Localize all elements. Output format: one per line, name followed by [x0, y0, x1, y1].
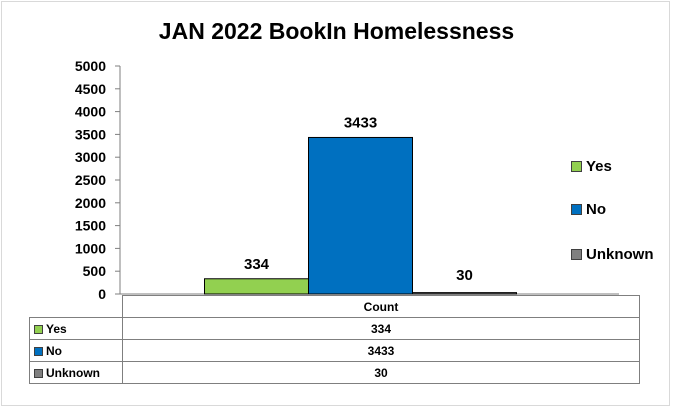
data-table-key-unknown: Unknown	[29, 361, 123, 384]
data-table-label-no: No	[46, 343, 62, 358]
y-tick-label: 1000	[75, 240, 106, 256]
data-label-no: 3433	[344, 114, 377, 131]
data-table-value-unknown: 30	[122, 361, 640, 384]
data-table-row-yes: Yes 334	[29, 317, 640, 340]
data-table-value-yes: 334	[122, 317, 640, 340]
y-tick-label: 3000	[75, 149, 106, 165]
y-tick-label: 500	[83, 263, 107, 279]
data-table-row-unknown: Unknown 30	[29, 361, 640, 384]
data-table-label-yes: Yes	[46, 321, 67, 336]
data-table-row-no: No 3433	[29, 339, 640, 362]
data-label-unknown: 30	[456, 267, 473, 284]
data-table-key-yes: Yes	[29, 317, 123, 340]
y-tick-label: 0	[98, 286, 106, 302]
data-label-yes: 334	[244, 256, 270, 273]
y-tick-label: 2000	[75, 195, 106, 211]
data-table-value-no: 3433	[122, 339, 640, 362]
bar-yes	[204, 278, 309, 295]
data-table: Count Yes 334 No 3433 Unknown 30	[29, 295, 640, 384]
data-table-label-unknown: Unknown	[46, 365, 100, 380]
y-tick-label: 4000	[75, 104, 106, 120]
legend-label-unknown: Unknown	[586, 246, 654, 263]
y-tick-label: 4500	[75, 81, 106, 97]
y-tick-label: 3500	[75, 126, 106, 142]
y-tick-label: 5000	[75, 58, 106, 74]
data-table-header-row: Count	[29, 295, 640, 318]
data-table-swatch-yes	[34, 324, 43, 334]
data-table-swatch-unknown	[34, 368, 43, 378]
legend-label-no: No	[586, 201, 606, 218]
legend-item-no: No	[571, 201, 606, 218]
chart-title: JAN 2022 BookIn Homelessness	[158, 18, 515, 44]
legend-swatch-unknown	[571, 249, 582, 260]
legend-label-yes: Yes	[586, 158, 612, 175]
data-table-corner	[29, 295, 123, 318]
y-tick-label: 2500	[75, 172, 106, 188]
legend-swatch-yes	[571, 161, 582, 172]
data-table-key-no: No	[29, 339, 123, 362]
data-table-category: Count	[122, 295, 640, 318]
legend-item-unknown: Unknown	[571, 246, 654, 263]
bar-unknown	[412, 292, 517, 295]
data-table-swatch-no	[34, 346, 43, 356]
y-tick-label: 1500	[75, 218, 106, 234]
legend-swatch-no	[571, 204, 582, 215]
bar-no	[308, 136, 413, 295]
legend-item-yes: Yes	[571, 158, 612, 175]
